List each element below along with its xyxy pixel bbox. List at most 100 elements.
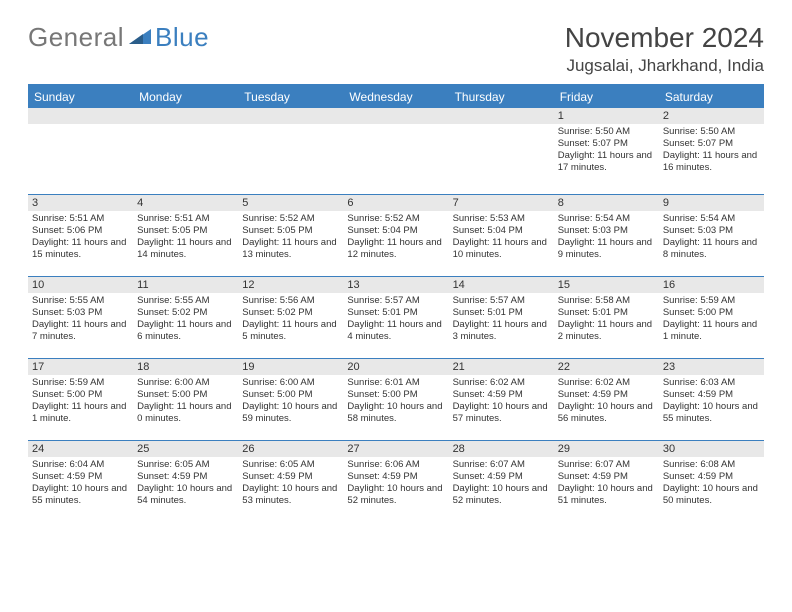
sunset-text: Sunset: 5:04 PM [453,225,550,237]
calendar-cell: 15Sunrise: 5:58 AMSunset: 5:01 PMDayligh… [554,276,659,358]
calendar-cell: 14Sunrise: 5:57 AMSunset: 5:01 PMDayligh… [449,276,554,358]
dow-friday: Friday [554,86,659,108]
sunset-text: Sunset: 5:03 PM [32,307,129,319]
day-number: 19 [238,359,343,375]
calendar-cell: 6 Sunrise: 5:52 AMSunset: 5:04 PMDaylight… [343,194,448,276]
daylight-text: Daylight: 10 hours and 58 minutes. [347,401,444,425]
sunset-text: Sunset: 4:59 PM [663,389,760,401]
day-number: 1 [554,108,659,124]
day-sun-times: Sunrise: 6:06 AMSunset: 4:59 PMDaylight:… [343,457,448,511]
day-number: 25 [133,441,238,457]
daylight-text: Daylight: 10 hours and 53 minutes. [242,483,339,507]
sunset-text: Sunset: 5:04 PM [347,225,444,237]
sunrise-text: Sunrise: 6:04 AM [32,459,129,471]
sunrise-text: Sunrise: 6:02 AM [558,377,655,389]
daylight-text: Daylight: 10 hours and 55 minutes. [663,401,760,425]
logo-text-blue: Blue [155,22,209,53]
sunset-text: Sunset: 4:59 PM [453,389,550,401]
daylight-text: Daylight: 11 hours and 14 minutes. [137,237,234,261]
sunrise-text: Sunrise: 6:00 AM [137,377,234,389]
day-sun-times: Sunrise: 6:05 AMSunset: 4:59 PMDaylight:… [238,457,343,511]
sunset-text: Sunset: 5:06 PM [32,225,129,237]
sunrise-text: Sunrise: 5:52 AM [242,213,339,225]
day-sun-times: Sunrise: 5:56 AMSunset: 5:02 PMDaylight:… [238,293,343,347]
sunrise-text: Sunrise: 6:05 AM [242,459,339,471]
sunset-text: Sunset: 5:03 PM [558,225,655,237]
daylight-text: Daylight: 11 hours and 12 minutes. [347,237,444,261]
calendar-cell: 3Sunrise: 5:51 AMSunset: 5:06 PMDaylight… [28,194,133,276]
calendar-cell: 26Sunrise: 6:05 AMSunset: 4:59 PMDayligh… [238,440,343,522]
header-bar: General Blue November 2024 Jugsalai, Jha… [28,22,764,76]
day-sun-times: Sunrise: 5:57 AMSunset: 5:01 PMDaylight:… [343,293,448,347]
sunrise-text: Sunrise: 6:07 AM [453,459,550,471]
calendar: Sunday Monday Tuesday Wednesday Thursday… [28,84,764,522]
sunrise-text: Sunrise: 6:05 AM [137,459,234,471]
sunrise-text: Sunrise: 5:56 AM [242,295,339,307]
calendar-grid: 1Sunrise: 5:50 AMSunset: 5:07 PMDaylight… [28,108,764,522]
day-sun-times: Sunrise: 6:05 AMSunset: 4:59 PMDaylight:… [133,457,238,511]
sunset-text: Sunset: 5:07 PM [558,138,655,150]
day-sun-times: Sunrise: 5:59 AMSunset: 5:00 PMDaylight:… [28,375,133,429]
sunrise-text: Sunrise: 6:08 AM [663,459,760,471]
calendar-cell: 5Sunrise: 5:52 AMSunset: 5:05 PMDaylight… [238,194,343,276]
sunrise-text: Sunrise: 6:07 AM [558,459,655,471]
day-number: 21 [449,359,554,375]
daylight-text: Daylight: 10 hours and 55 minutes. [32,483,129,507]
calendar-cell: 20Sunrise: 6:01 AMSunset: 5:00 PMDayligh… [343,358,448,440]
day-number: 29 [554,441,659,457]
sunrise-text: Sunrise: 5:54 AM [558,213,655,225]
day-number: 18 [133,359,238,375]
day-sun-times: Sunrise: 5:52 AMSunset: 5:05 PMDaylight:… [238,211,343,265]
day-number: 13 [343,277,448,293]
sunset-text: Sunset: 5:07 PM [663,138,760,150]
day-sun-times: Sunrise: 6:08 AMSunset: 4:59 PMDaylight:… [659,457,764,511]
sunrise-text: Sunrise: 5:50 AM [558,126,655,138]
daylight-text: Daylight: 11 hours and 0 minutes. [137,401,234,425]
calendar-cell: 16Sunrise: 5:59 AMSunset: 5:00 PMDayligh… [659,276,764,358]
sunset-text: Sunset: 4:59 PM [137,471,234,483]
dow-saturday: Saturday [659,86,764,108]
day-number: 8 [554,195,659,211]
day-number [238,108,343,124]
sunrise-text: Sunrise: 5:51 AM [137,213,234,225]
day-number: 27 [343,441,448,457]
day-sun-times: Sunrise: 5:59 AMSunset: 5:00 PMDaylight:… [659,293,764,347]
sunrise-text: Sunrise: 5:54 AM [663,213,760,225]
daylight-text: Daylight: 11 hours and 1 minute. [663,319,760,343]
day-number: 9 [659,195,764,211]
day-number: 28 [449,441,554,457]
sunset-text: Sunset: 4:59 PM [663,471,760,483]
calendar-cell: 11Sunrise: 5:55 AMSunset: 5:02 PMDayligh… [133,276,238,358]
day-number: 17 [28,359,133,375]
calendar-cell [238,108,343,194]
logo-triangle-icon [129,26,151,49]
daylight-text: Daylight: 11 hours and 2 minutes. [558,319,655,343]
daylight-text: Daylight: 10 hours and 54 minutes. [137,483,234,507]
calendar-cell: 4Sunrise: 5:51 AMSunset: 5:05 PMDaylight… [133,194,238,276]
dow-tuesday: Tuesday [238,86,343,108]
calendar-cell: 30Sunrise: 6:08 AMSunset: 4:59 PMDayligh… [659,440,764,522]
day-number: 5 [238,195,343,211]
calendar-cell: 18Sunrise: 6:00 AMSunset: 5:00 PMDayligh… [133,358,238,440]
sunset-text: Sunset: 5:01 PM [453,307,550,319]
daylight-text: Daylight: 11 hours and 17 minutes. [558,150,655,174]
sunset-text: Sunset: 5:00 PM [242,389,339,401]
calendar-cell: 1 Sunrise: 5:50 AMSunset: 5:07 PMDaylight… [554,108,659,194]
sunrise-text: Sunrise: 5:52 AM [347,213,444,225]
daylight-text: Daylight: 11 hours and 1 minute. [32,401,129,425]
day-number: 15 [554,277,659,293]
daylight-text: Daylight: 11 hours and 16 minutes. [663,150,760,174]
sunrise-text: Sunrise: 5:53 AM [453,213,550,225]
day-sun-times: Sunrise: 6:03 AMSunset: 4:59 PMDaylight:… [659,375,764,429]
day-number: 30 [659,441,764,457]
sunset-text: Sunset: 4:59 PM [242,471,339,483]
day-sun-times: Sunrise: 5:55 AMSunset: 5:03 PMDaylight:… [28,293,133,347]
day-number: 11 [133,277,238,293]
daylight-text: Daylight: 11 hours and 3 minutes. [453,319,550,343]
calendar-cell: 27Sunrise: 6:06 AMSunset: 4:59 PMDayligh… [343,440,448,522]
sunset-text: Sunset: 5:01 PM [558,307,655,319]
day-sun-times: Sunrise: 6:02 AMSunset: 4:59 PMDaylight:… [554,375,659,429]
day-number [133,108,238,124]
day-sun-times: Sunrise: 6:02 AMSunset: 4:59 PMDaylight:… [449,375,554,429]
day-number: 6 [343,195,448,211]
